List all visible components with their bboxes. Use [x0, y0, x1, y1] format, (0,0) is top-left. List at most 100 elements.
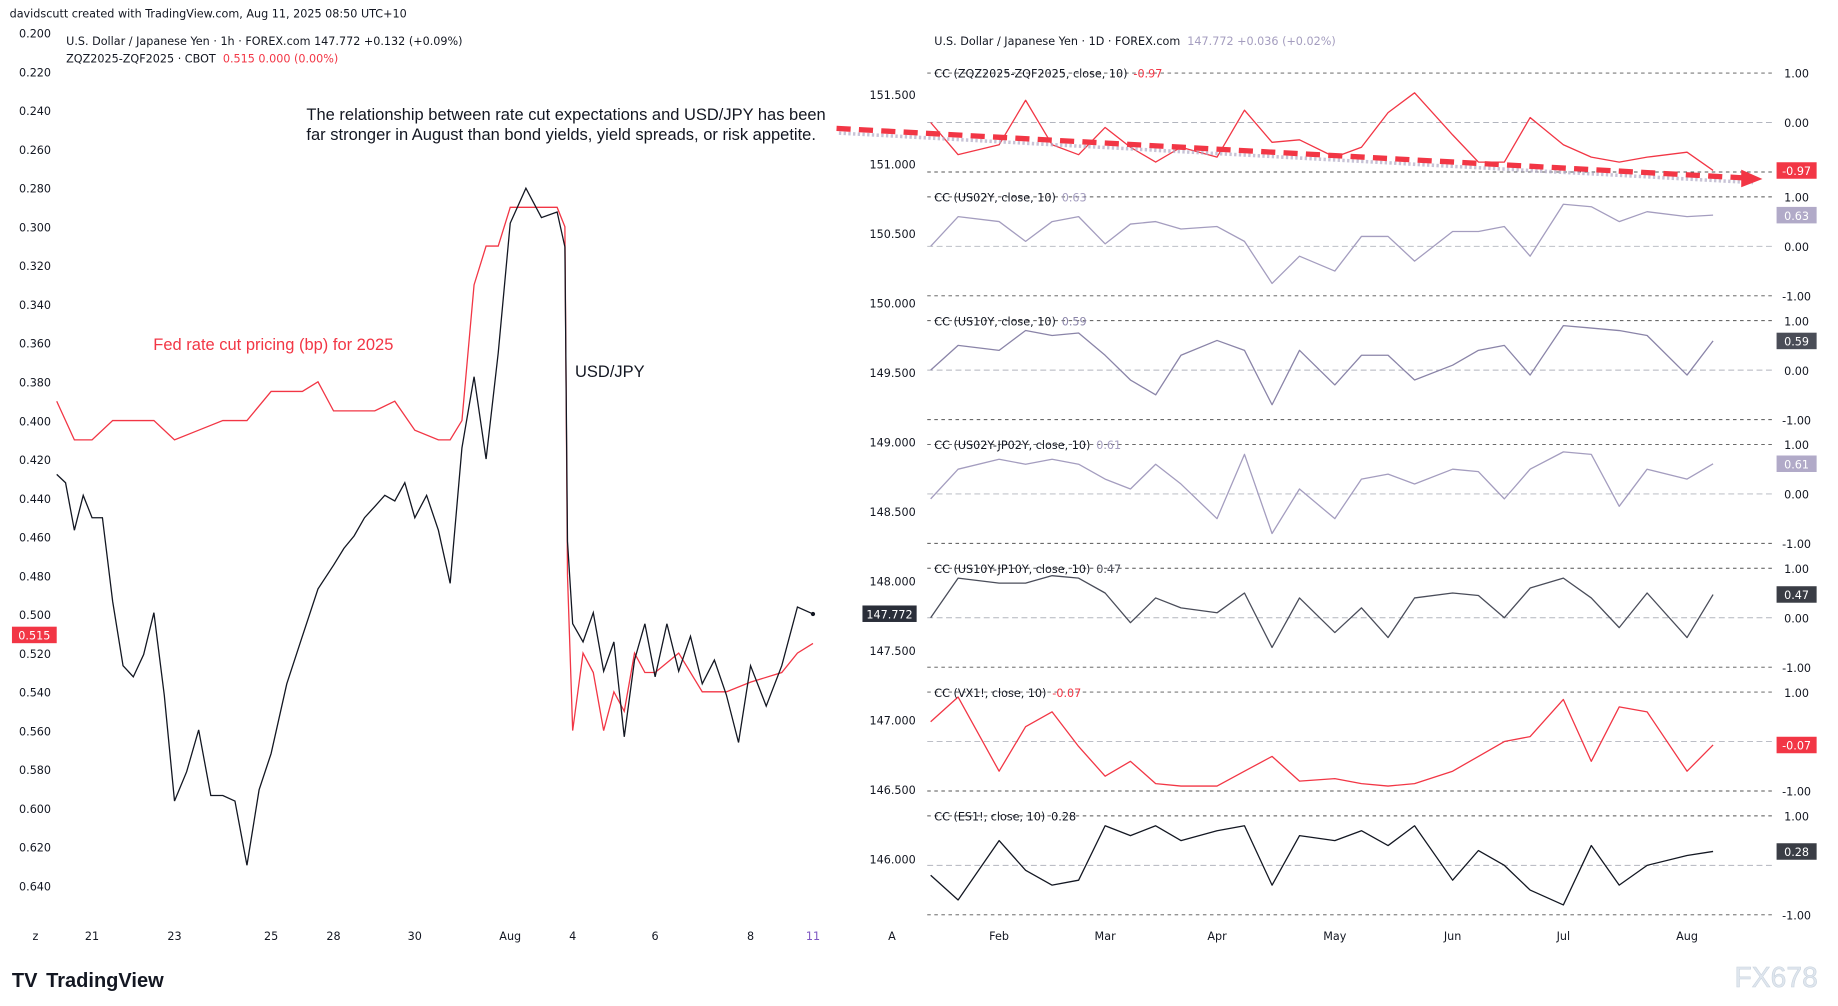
- y-tick-label: 0.200: [19, 28, 51, 41]
- correlation-panel: 1.00 -1.00 CC (VX1!, close, 10) -0.07 -0.07: [927, 687, 1817, 799]
- panel-indicator-value: 0.59: [1062, 315, 1087, 328]
- y-tick-label: 0.400: [19, 415, 51, 428]
- panel-value-tag-text: 0.28: [1784, 846, 1809, 859]
- panel-value-tag: [1776, 206, 1817, 224]
- panel-tick-label: -1.00: [1782, 786, 1811, 799]
- y-tick-label: 0.320: [19, 260, 51, 273]
- y-tick-label: 0.540: [19, 687, 51, 700]
- x-tick-label: z: [33, 930, 39, 943]
- fed-pricing-label: Fed rate cut pricing (bp) for 2025: [153, 336, 393, 354]
- correlation-line: [930, 696, 1714, 787]
- price-tick-label: 150.500: [870, 228, 916, 241]
- x-tick-label: Mar: [1095, 930, 1117, 943]
- panel-tick-label: -1.00: [1782, 538, 1811, 551]
- right-legend-values: 147.772 +0.036 (+0.02%): [1187, 35, 1335, 48]
- panel-value-tag: [1776, 736, 1817, 754]
- panel-tick-label: -1.00: [1782, 414, 1811, 427]
- y-tick-label: 0.620: [19, 842, 51, 855]
- x-tick-label: Jul: [1556, 930, 1571, 943]
- right-legend-name: U.S. Dollar / Japanese Yen · 1D · FOREX.…: [934, 35, 1180, 48]
- correlation-panel: 1.00 0.00 -1.00 CC (US02Y-JP02Y, close, 10)…: [927, 439, 1817, 551]
- right-price-axis[interactable]: 151.500 151.000 150.500 150.000 149.500 149.0…: [870, 89, 916, 867]
- panel-label: CC (US10Y-JP10Y, close, 10) 0.47: [934, 563, 1121, 576]
- tradingview-logo[interactable]: TV TradingView: [12, 970, 164, 992]
- y-tick-label: 0.600: [19, 803, 51, 816]
- price-tick-label: 147.500: [870, 645, 916, 658]
- correlation-line: [930, 575, 1714, 649]
- price-tick-label: 148.500: [870, 506, 916, 519]
- panel-indicator-name: CC (US02Y, close, 10): [934, 192, 1056, 205]
- panel-indicator-value: 0.63: [1062, 192, 1087, 205]
- left-plot-area: [56, 186, 816, 866]
- panel-tick-label: 1.00: [1784, 439, 1809, 452]
- panel-value-tag-text: -0.97: [1782, 165, 1811, 178]
- correlation-line: [930, 825, 1714, 906]
- x-tick-label: Aug: [1676, 930, 1698, 943]
- y-tick-label: 0.580: [19, 764, 51, 777]
- panel-label: CC (VX1!, close, 10) -0.07: [934, 687, 1081, 700]
- panel-label: CC (US02Y-JP02Y, close, 10) 0.61: [934, 439, 1121, 452]
- right-chart[interactable]: U.S. Dollar / Japanese Yen · 1D · FOREX.…: [836, 35, 1817, 943]
- correlation-panel: 1.00 0.00 -1.00 CC (US10Y, close, 10) 0.59 0.…: [927, 315, 1817, 427]
- right-time-axis[interactable]: A Feb Mar Apr May Jun Jul Aug: [888, 930, 1698, 943]
- y-tick-label: 0.280: [19, 183, 51, 196]
- panel-value-tag-text: 0.61: [1784, 458, 1809, 471]
- y-tick-label: 0.520: [19, 648, 51, 661]
- annotation-line1: The relationship between rate cut expect…: [306, 106, 825, 124]
- panel-indicator-value: 0.28: [1051, 811, 1076, 824]
- left-legend-line2: ZQZ2025-ZQF2025 · CBOT 0.515 0.000 (0.00%…: [66, 52, 338, 65]
- panel-label: CC (ES1!, close, 10) 0.28: [934, 811, 1076, 824]
- y-tick-label: 0.240: [19, 105, 51, 118]
- trend-arrow-drawing[interactable]: [836, 125, 1763, 188]
- tradingview-logo-mark: TV: [12, 970, 38, 992]
- panel-tick-label: 0.00: [1784, 365, 1809, 378]
- left-legend-line1: U.S. Dollar / Japanese Yen · 1h · FOREX.…: [66, 35, 462, 48]
- fed-series-values: 0.515 0.000 (0.00%): [223, 52, 338, 65]
- fed-pricing-line: [56, 206, 814, 731]
- x-tick-label: 8: [747, 930, 754, 943]
- panel-tick-label: 0.00: [1784, 117, 1809, 130]
- panel-tick-label: 0.00: [1784, 241, 1809, 254]
- panel-value-tag-text: 0.63: [1784, 210, 1809, 223]
- panel-tick-label: -1.00: [1782, 291, 1811, 304]
- fed-series-name: ZQZ2025-ZQF2025 · CBOT: [66, 52, 216, 65]
- y-tick-label: 0.380: [19, 376, 51, 389]
- panel-tick-label: 0.00: [1784, 489, 1809, 502]
- fx678-watermark: FX678: [1735, 961, 1818, 993]
- panel-indicator-value: 0.47: [1096, 563, 1121, 576]
- correlation-panel: 1.00 0.00 -1.00 CC (US02Y, close, 10) 0.63 0.…: [927, 192, 1817, 304]
- credit-text: davidscutt created with TradingView.com,…: [10, 8, 407, 21]
- y-tick-label: 0.440: [19, 493, 51, 506]
- panel-tick-label: 1.00: [1784, 192, 1809, 205]
- left-chart[interactable]: 0.200 0.220 0.240 0.260 0.280 0.300 0.320 0.340…: [11, 28, 826, 943]
- x-tick-label: Feb: [989, 930, 1009, 943]
- panel-value-tag: [1776, 162, 1817, 179]
- y-tick-label: 0.480: [19, 570, 51, 583]
- panel-indicator-value: -0.07: [1052, 687, 1081, 700]
- x-tick-label: 28: [326, 930, 340, 943]
- panel-tick-label: 0.00: [1784, 612, 1809, 625]
- price-tick-label: 147.000: [870, 714, 916, 727]
- panel-value-tag-text: -0.07: [1782, 740, 1811, 753]
- panel-value-tag-text: 0.59: [1784, 336, 1809, 349]
- price-tick-label: 151.500: [870, 89, 916, 102]
- fed-last-price-text: 0.515: [18, 630, 50, 643]
- panel-label: CC (US02Y, close, 10) 0.63: [934, 192, 1086, 205]
- left-time-axis[interactable]: z 21 23 25 28 30 Aug 4 6 8 11: [33, 930, 821, 943]
- price-tick-label: 148.000: [870, 575, 916, 588]
- fed-last-price-tag: 0.515: [11, 626, 57, 644]
- correlation-line: [930, 203, 1714, 285]
- left-price-axis[interactable]: 0.200 0.220 0.240 0.260 0.280 0.300 0.320 0.340…: [19, 28, 51, 894]
- y-tick-label: 0.300: [19, 221, 51, 234]
- panel-tick-label: -1.00: [1782, 662, 1811, 675]
- y-tick-label: 0.260: [19, 144, 51, 157]
- panel-indicator-name: CC (US02Y-JP02Y, close, 10): [934, 439, 1090, 452]
- x-tick-label: 11: [806, 930, 820, 943]
- x-tick-label: 4: [569, 930, 576, 943]
- right-legend: U.S. Dollar / Japanese Yen · 1D · FOREX.…: [934, 35, 1335, 48]
- panel-tick-label: 1.00: [1784, 563, 1809, 576]
- y-tick-label: 0.560: [19, 725, 51, 738]
- x-tick-label: May: [1323, 930, 1347, 943]
- panel-value-tag: [1776, 332, 1817, 350]
- price-tick-label: 149.500: [870, 367, 916, 380]
